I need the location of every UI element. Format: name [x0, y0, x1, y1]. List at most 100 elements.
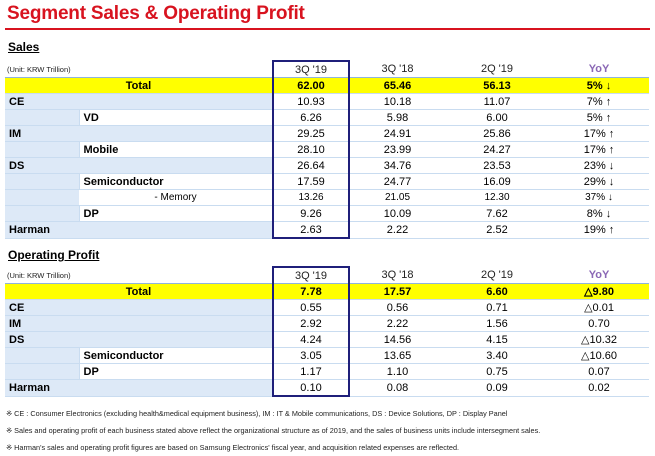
header-spacer: [181, 267, 273, 284]
table-row: IM2.922.221.560.701.36: [5, 315, 649, 332]
table-cell: 0.75: [445, 363, 549, 380]
table-cell: 24.27: [445, 141, 549, 158]
total-value: 7.78: [272, 283, 350, 300]
table-cell: 2.22: [349, 315, 445, 332]
unit-label: (Unit: KRW Trillion): [5, 61, 181, 78]
table-cell: 2.52: [445, 221, 549, 239]
table-cell: 6.00: [445, 109, 549, 126]
table-cell: 7.62: [445, 205, 549, 222]
table-cell: 9.26: [272, 205, 350, 222]
total-value: 56.13: [445, 77, 549, 94]
total-value: △9.80: [549, 283, 649, 300]
category-label: Harman: [5, 221, 273, 239]
table-cell: 4.15: [445, 331, 549, 348]
table-cell: 23.53: [445, 157, 549, 174]
column-header: 3Q '18: [349, 267, 445, 284]
category-indent: [5, 141, 79, 158]
table-cell: 0.55: [272, 299, 350, 316]
table-cell: 3.05: [272, 347, 350, 364]
column-header: 2Q '19: [445, 267, 549, 284]
segment-label: VD: [78, 109, 273, 126]
table-cell: 23.99: [349, 141, 445, 158]
table-cell: 0.56: [349, 299, 445, 316]
sales-table: (Unit: KRW Trillion) 3Q '19 3Q '18 2Q '19 Yo…: [5, 60, 649, 239]
segment-label: Semiconductor: [78, 173, 273, 190]
total-value: 65.46: [349, 77, 445, 94]
unit-label: (Unit: KRW Trillion): [5, 267, 181, 284]
segment-label: DP: [78, 363, 273, 380]
table-cell: 25.86: [445, 125, 549, 142]
footnote: ※ Sales and operating profit of each bus…: [6, 426, 541, 435]
table-cell: 14.56: [349, 331, 445, 348]
category-indent: [5, 363, 79, 380]
category-indent: [5, 109, 79, 126]
sales-header-row: (Unit: KRW Trillion) 3Q '19 3Q '18 2Q '19 Yo…: [5, 60, 649, 78]
table-cell: 0.09: [445, 379, 549, 397]
table-cell: 0.02: [549, 379, 649, 397]
column-header: 3Q '19: [272, 60, 350, 78]
title-divider: [5, 28, 650, 30]
column-header: 2Q '19: [445, 61, 549, 78]
page-title: Segment Sales & Operating Profit: [7, 3, 305, 24]
table-cell: 10.09: [349, 205, 445, 222]
category-label: DS: [5, 331, 273, 348]
table-cell: △10.32: [549, 331, 649, 348]
table-cell: 29.25: [272, 125, 350, 142]
table-cell: 34.76: [349, 157, 445, 174]
category-indent: [5, 189, 79, 206]
table-cell: 0.10: [272, 379, 350, 397]
segment-label: Mobile: [78, 141, 273, 158]
table-cell: 1.56: [445, 315, 549, 332]
category-label: CE: [5, 93, 273, 110]
total-value: 17.57: [349, 283, 445, 300]
table-cell: 0.08: [349, 379, 445, 397]
table-cell: 29% ↓: [549, 173, 649, 190]
table-cell: 2.63: [272, 221, 350, 239]
table-cell: 16.09: [445, 173, 549, 190]
total-label: Total: [5, 77, 273, 94]
table-cell: 0.70: [549, 315, 649, 332]
table-cell: 37% ↓: [549, 189, 649, 206]
column-header: 3Q '19: [272, 266, 350, 284]
column-header: YoY: [549, 61, 649, 78]
table-cell: 3.40: [445, 347, 549, 364]
category-label: Harman: [5, 379, 273, 397]
category-indent: [5, 347, 79, 364]
table-cell: 5.98: [349, 109, 445, 126]
total-value: 62.00: [272, 77, 350, 94]
total-value: 6.60: [445, 283, 549, 300]
table-cell: 17% ↑: [549, 141, 649, 158]
category-indent: [5, 173, 79, 190]
op-header-row: (Unit: KRW Trillion) 3Q '19 3Q '18 2Q '19 Yo…: [5, 266, 649, 284]
table-cell: △10.60: [549, 347, 649, 364]
table-cell: 19% ↑: [549, 221, 649, 239]
footnote: ※ Harman's sales and operating profit fi…: [6, 443, 460, 452]
op-section-title: Operating Profit: [8, 248, 100, 262]
table-cell: 12.30: [445, 189, 549, 206]
footnote: ※ CE : Consumer Electronics (excluding h…: [6, 409, 508, 418]
table-cell: 0.71: [445, 299, 549, 316]
category-label: CE: [5, 299, 273, 316]
table-cell: 10.18: [349, 93, 445, 110]
table-cell: △0.01: [549, 299, 649, 316]
subsegment-label: - Memory: [79, 189, 273, 206]
category-indent: [5, 205, 79, 222]
category-label: DS: [5, 157, 273, 174]
table-cell: 13.65: [349, 347, 445, 364]
table-cell: 1.17: [272, 363, 350, 380]
segment-label: Semiconductor: [78, 347, 273, 364]
op-table: (Unit: KRW Trillion) 3Q '19 3Q '18 2Q '19 Yo…: [5, 266, 649, 397]
table-cell: 13.26: [272, 189, 350, 206]
table-cell: 5% ↑: [549, 109, 649, 126]
table-cell: 17% ↑: [549, 125, 649, 142]
table-cell: 28.10: [272, 141, 350, 158]
